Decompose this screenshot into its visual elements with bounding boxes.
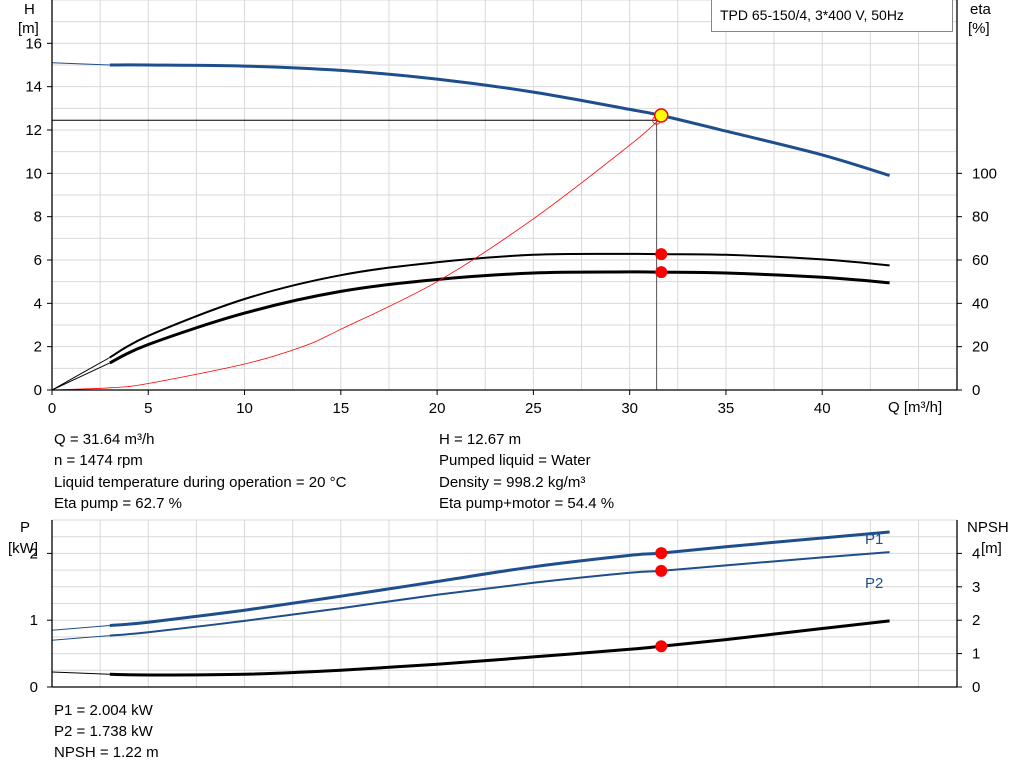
bottom-y-right-label: NPSH — [967, 519, 1009, 536]
npsh-curve — [109, 619, 890, 677]
bottom-y-right-tick-label: 4 — [972, 545, 980, 562]
p1-curve-label: P1 — [865, 531, 884, 548]
bottom-y-right-tick-label: 3 — [972, 579, 980, 596]
top-x-tick-label: 15 — [332, 400, 349, 417]
top-y-right-tick-label: 80 — [972, 209, 989, 226]
top-x-axis-label: Q [m³/h] — [888, 399, 943, 416]
top-plot-grid — [51, 0, 957, 391]
top-y-right-tick-label: 20 — [972, 339, 989, 356]
top-y-left-tick-label: 2 — [34, 339, 42, 356]
npsh-curve-extension — [51, 671, 110, 675]
p2-curve-extension — [51, 635, 110, 641]
top-y-right-tick-label: 60 — [972, 252, 989, 269]
top-y-right-label: eta — [970, 1, 991, 18]
info-density: Density = 998.2 kg/m³ — [439, 474, 586, 491]
top-x-tick-label: 35 — [718, 400, 735, 417]
top-y-right-tick-label: 100 — [972, 165, 997, 182]
top-y-left-tick-label: 14 — [25, 79, 42, 96]
eta-pump-curve — [109, 252, 890, 359]
p1-curve-extension — [51, 625, 110, 631]
bottom-y-left-tick-label: 0 — [30, 679, 38, 696]
top-x-tick-label: 30 — [621, 400, 638, 417]
npsh-duty-marker — [655, 640, 668, 653]
top-y-left-tick-label: 10 — [25, 165, 42, 182]
top-plot-curves — [51, 62, 891, 391]
top-y-left-tick-label: 6 — [34, 252, 42, 269]
info-p1: P1 = 2.004 kW — [54, 702, 153, 719]
top-y-left-unit: [m] — [18, 20, 39, 37]
bottom-y-left-tick-label: 2 — [30, 545, 38, 562]
p2-curve-label: P2 — [865, 575, 884, 592]
top-y-right-unit: [%] — [968, 20, 990, 37]
bottom-plot-curves — [51, 530, 890, 677]
info-liquid: Pumped liquid = Water — [439, 452, 591, 469]
top-x-tick-label: 20 — [429, 400, 446, 417]
info-p2: P2 = 1.738 kW — [54, 723, 153, 740]
top-x-tick-label: 0 — [48, 400, 56, 417]
bottom-y-left-unit: [kW] — [8, 540, 38, 557]
top-x-tick-label: 10 — [236, 400, 253, 417]
top-y-left-tick-label: 0 — [34, 382, 42, 399]
info-speed: n = 1474 rpm — [54, 452, 143, 469]
head-curve-extension — [51, 62, 110, 66]
bottom-plot-grid — [51, 519, 957, 688]
top-y-left-tick-label: 8 — [34, 209, 42, 226]
info-eta-pump-motor: Eta pump+motor = 54.4 % — [439, 495, 615, 512]
system-curve — [51, 119, 659, 391]
eta-pump-curve-extension — [51, 357, 111, 391]
bottom-y-right-tick-label: 0 — [972, 679, 980, 696]
top-y-left-tick-label: 16 — [25, 35, 42, 52]
info-npsh: NPSH = 1.22 m — [54, 744, 159, 761]
top-y-right-tick-label: 40 — [972, 295, 989, 312]
bottom-y-left-tick-label: 1 — [30, 612, 38, 629]
bottom-y-right-unit: [m] — [981, 540, 1002, 557]
bottom-y-right-tick-label: 2 — [972, 612, 980, 629]
top-y-right-tick-label: 0 — [972, 382, 980, 399]
duty-point-marker — [653, 108, 669, 123]
top-y-left-label: H — [24, 1, 35, 18]
info-head: H = 12.67 m — [439, 431, 522, 448]
pump-legend: TPD 65-150/4, 3*400 V, 50Hz — [711, 0, 953, 32]
p2-duty-marker — [655, 564, 668, 577]
p2-curve — [109, 551, 890, 637]
info-eta-pump: Eta pump = 62.7 % — [54, 495, 182, 512]
head-curve — [109, 63, 891, 177]
eta-pump-duty-marker — [655, 248, 668, 261]
info-temperature: Liquid temperature during operation = 20… — [54, 474, 347, 491]
eta-pump-motor-curve — [109, 270, 890, 365]
bottom-y-right-tick-label: 1 — [972, 646, 980, 663]
top-x-tick-label: 25 — [525, 400, 542, 417]
top-x-tick-label: 5 — [144, 400, 152, 417]
eta-pump-motor-curve-extension — [51, 362, 111, 391]
p1-curve — [109, 530, 890, 627]
bottom-y-left-label: P — [20, 519, 31, 536]
p1-duty-marker — [655, 547, 668, 560]
top-x-tick-label: 40 — [814, 400, 831, 417]
top-y-left-tick-label: 4 — [34, 295, 42, 312]
eta-pump-motor-duty-marker — [655, 266, 668, 279]
top-y-left-tick-label: 12 — [25, 122, 42, 139]
info-flow: Q = 31.64 m³/h — [54, 431, 155, 448]
